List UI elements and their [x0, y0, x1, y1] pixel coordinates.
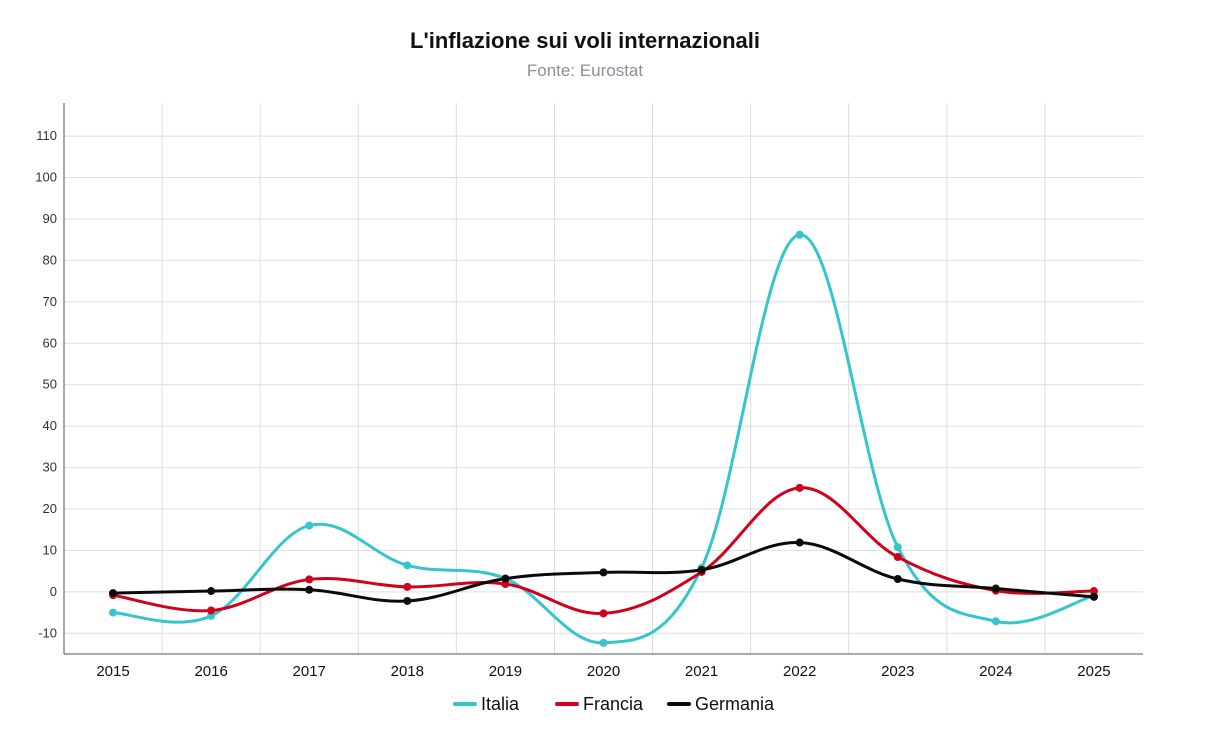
x-tick-label: 2019: [489, 663, 522, 680]
data-point-germania: [697, 565, 706, 574]
y-tick-label: -10: [38, 625, 57, 640]
data-point-germania: [991, 584, 1000, 593]
x-tick-label: 2017: [293, 663, 326, 680]
chart-subtitle: Fonte: Eurostat: [526, 61, 644, 80]
data-point-francia: [795, 483, 804, 492]
legend: Italia Francia Germania: [453, 694, 775, 714]
legend-label-germania: Germania: [695, 694, 775, 714]
data-point-germania: [109, 589, 118, 598]
data-point-germania: [207, 587, 216, 596]
data-point-francia: [305, 575, 314, 584]
x-tick-label: 2025: [1077, 663, 1110, 680]
data-point-francia: [599, 609, 608, 618]
data-point-germania: [795, 538, 804, 547]
data-point-italia: [305, 521, 314, 530]
data-point-francia: [403, 582, 412, 591]
x-tick-label: 2016: [194, 663, 227, 680]
data-point-germania: [501, 574, 510, 583]
x-tick-label: 2022: [783, 663, 816, 680]
axis-layer: -10 0 10 20 30 40 50 60 70 80 90 100 110 2015 2016 2017…: [35, 103, 1143, 680]
data-point-italia: [795, 230, 804, 239]
x-tick-label: 2024: [979, 663, 1012, 680]
data-point-italia: [403, 561, 412, 570]
data-point-italia: [599, 638, 608, 647]
y-tick-label: 30: [43, 460, 57, 475]
y-tick-label: 10: [43, 542, 57, 557]
data-point-italia: [893, 543, 902, 552]
y-tick-label: 40: [43, 418, 57, 433]
data-point-germania: [599, 568, 608, 577]
legend-label-francia: Francia: [583, 694, 644, 714]
chart-title: L'inflazione sui voli internazionali: [410, 28, 760, 53]
data-point-germania: [1089, 592, 1098, 601]
series-layer: [109, 230, 1098, 647]
data-point-germania: [403, 596, 412, 605]
data-point-italia: [109, 608, 118, 617]
y-tick-label: 80: [43, 252, 57, 267]
x-tick-label: 2018: [391, 663, 424, 680]
x-tick-label: 2020: [587, 663, 620, 680]
y-tick-label: 70: [43, 294, 57, 309]
x-tick-label: 2015: [96, 663, 129, 680]
y-tick-label: 110: [36, 128, 57, 143]
y-tick-label: 60: [43, 335, 57, 350]
legend-label-italia: Italia: [481, 694, 520, 714]
grid-layer: [64, 103, 1143, 654]
x-tick-label: 2021: [685, 663, 718, 680]
data-point-francia: [207, 606, 216, 615]
x-tick-label: 2023: [881, 663, 914, 680]
data-point-germania: [893, 575, 902, 584]
data-point-francia: [1089, 587, 1098, 596]
y-tick-label: 0: [50, 584, 57, 599]
y-tick-label: 100: [35, 170, 57, 185]
data-point-francia: [893, 553, 902, 562]
data-point-italia: [991, 617, 1000, 626]
y-tick-label: 20: [43, 501, 57, 516]
y-tick-label: 90: [43, 211, 57, 226]
data-point-germania: [305, 585, 314, 594]
y-tick-label: 50: [43, 377, 57, 392]
